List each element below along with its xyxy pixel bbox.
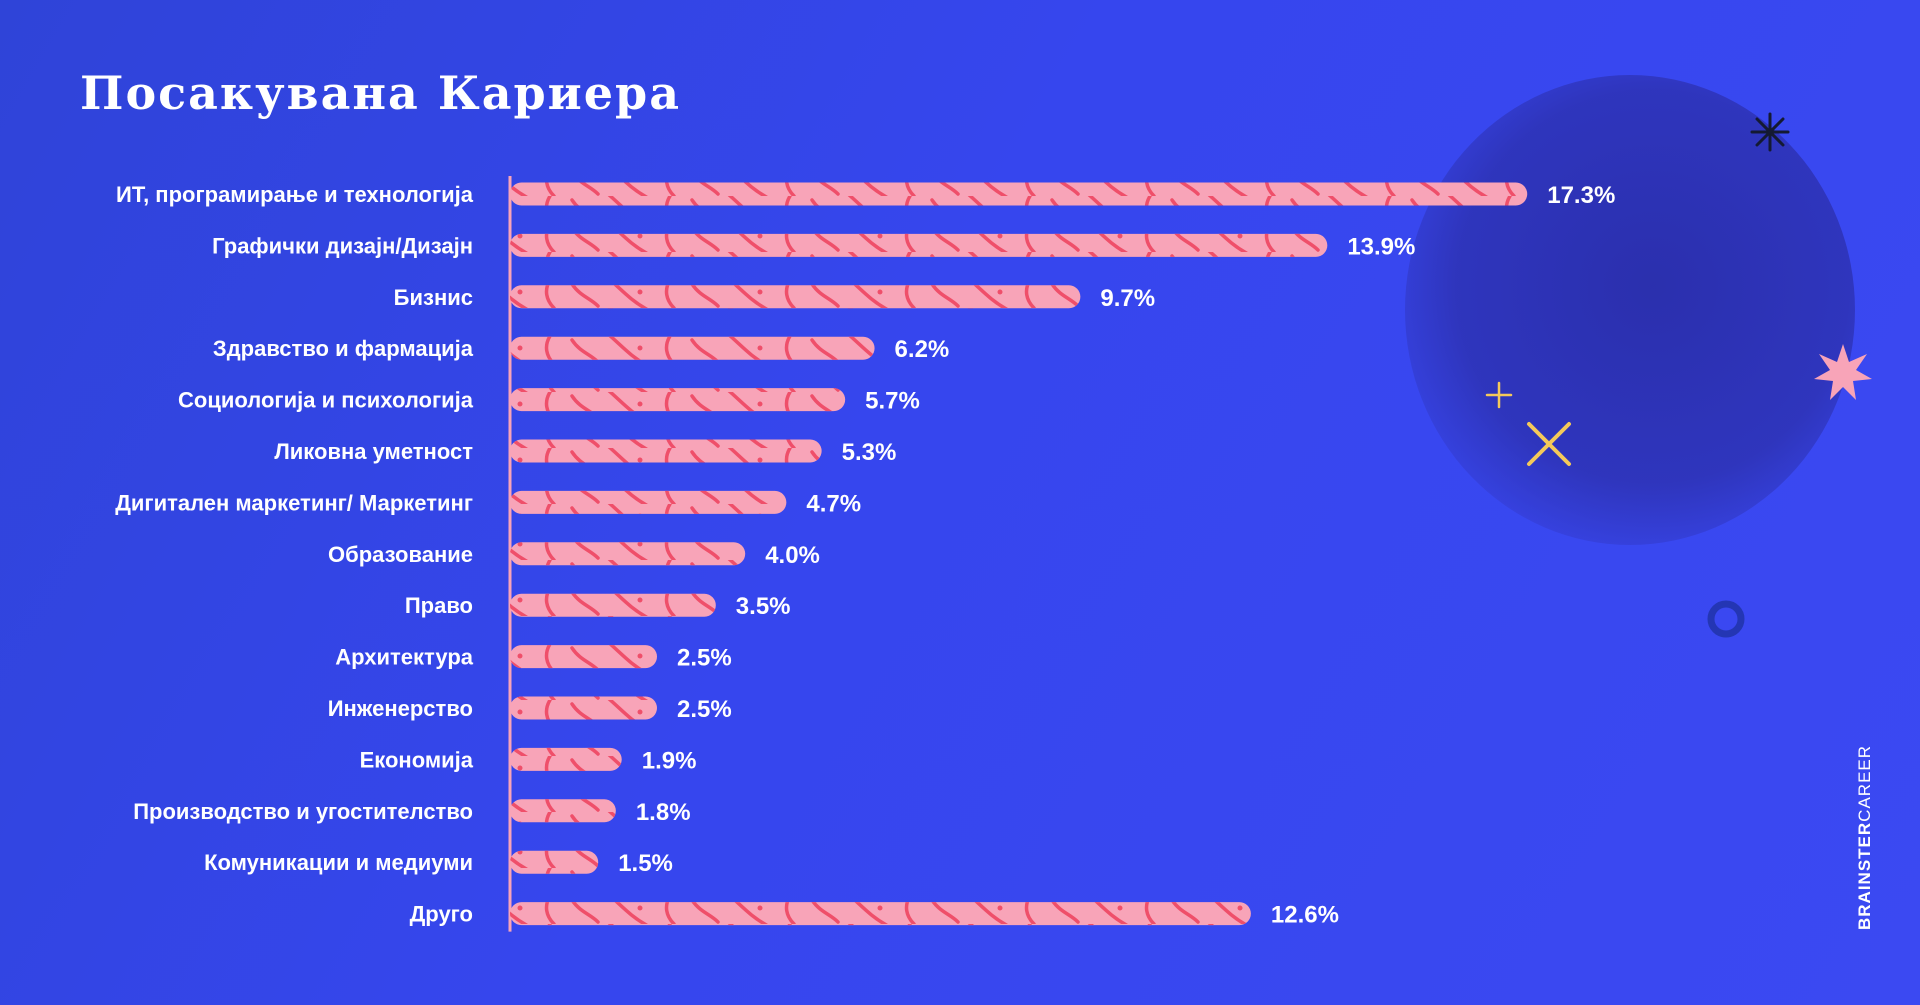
category-label: Комуникации и медиуми: [204, 850, 473, 875]
value-label: 3.5%: [736, 593, 791, 620]
value-label: 6.2%: [895, 336, 950, 363]
bar-group: Инженерство 2.5%: [328, 696, 732, 723]
bar-pattern: [510, 902, 1251, 926]
value-label: 13.9%: [1347, 233, 1415, 260]
bar-group: Здравство и фармација 6.2%: [213, 336, 949, 363]
category-label: Економија: [360, 747, 474, 772]
pink-star-icon: [1814, 344, 1872, 400]
brand-light: CAREER: [1855, 744, 1874, 822]
value-label: 1.8%: [636, 799, 691, 826]
bar-group: Социологија и психологија 5.7%: [178, 388, 920, 415]
bar-group: Комуникации и медиуми 1.5%: [204, 850, 673, 877]
category-label: Архитектура: [335, 645, 474, 670]
bar-pattern: [510, 439, 822, 463]
category-label: Право: [405, 593, 473, 618]
ring-icon: [1707, 600, 1745, 638]
category-label: Ликовна уметност: [274, 439, 473, 464]
chart-title: Посакувана Кариера: [80, 66, 682, 120]
value-label: 4.7%: [806, 490, 861, 517]
bar-pattern: [510, 696, 657, 720]
category-label: Бизнис: [394, 285, 473, 310]
bar-pattern: [510, 593, 716, 617]
bar-pattern: [510, 285, 1081, 309]
bar-pattern: [510, 490, 787, 514]
category-label: Производство и угостителство: [133, 799, 473, 824]
category-label: Друго: [410, 902, 473, 927]
value-label: 9.7%: [1100, 285, 1155, 312]
value-label: 1.9%: [642, 747, 697, 774]
bar-group: Образование 4.0%: [328, 542, 820, 569]
bar-group: Дигитален маркетинг/ Маркетинг 4.7%: [115, 490, 861, 517]
value-label: 2.5%: [677, 645, 732, 672]
category-label: Графички дизајн/Дизајн: [212, 233, 473, 258]
bar-group: Економија 1.9%: [360, 747, 697, 774]
category-label: ИТ, програмирање и технологија: [116, 182, 474, 207]
bar-pattern: [510, 799, 616, 823]
value-label: 5.7%: [865, 388, 920, 415]
bar-group: Графички дизајн/Дизајн 13.9%: [212, 233, 1415, 260]
bar-pattern: [510, 233, 1328, 257]
star-burst-icon: [1750, 112, 1790, 152]
category-label: Инженерство: [328, 696, 473, 721]
bar-pattern: [510, 388, 846, 412]
value-label: 17.3%: [1547, 182, 1615, 209]
bar-group: Бизнис 9.7%: [394, 285, 1155, 312]
category-label: Здравство и фармација: [213, 336, 474, 361]
category-label: Дигитален маркетинг/ Маркетинг: [115, 490, 473, 515]
category-label: Социологија и психологија: [178, 388, 474, 413]
value-label: 4.0%: [765, 542, 820, 569]
bar-group: ИТ, програмирање и технологија 17.3%: [116, 182, 1615, 209]
bar-pattern: [510, 542, 746, 566]
bar-group: Право 3.5%: [405, 593, 791, 620]
brand-bold: BRAINSTER: [1855, 821, 1874, 930]
bar-group: Производство и угостителство 1.8%: [133, 799, 690, 826]
bar-group: Ликовна уметност 5.3%: [274, 439, 896, 466]
value-label: 1.5%: [618, 850, 673, 877]
bar-pattern: [510, 336, 875, 360]
bar-pattern: [510, 850, 599, 874]
value-label: 12.6%: [1271, 902, 1339, 929]
value-label: 2.5%: [677, 696, 732, 723]
bar-pattern: [510, 182, 1528, 206]
background-blob: [1405, 75, 1855, 545]
bar-pattern: [510, 645, 657, 669]
brand-logo: BRAINSTERCAREER: [1855, 745, 1875, 930]
bar-group: Архитектура 2.5%: [335, 645, 731, 672]
bar-pattern: [510, 747, 622, 771]
x-mark-icon: [1527, 422, 1571, 466]
bar-group: Друго 12.6%: [410, 902, 1339, 929]
plus-icon: [1485, 381, 1513, 409]
category-label: Образование: [328, 542, 473, 567]
value-label: 5.3%: [842, 439, 897, 466]
